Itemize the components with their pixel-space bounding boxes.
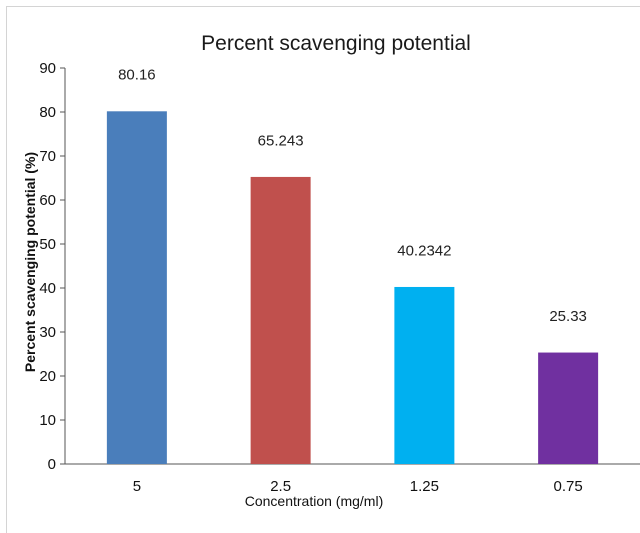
bar-2.5 xyxy=(250,176,311,465)
y-tick-label: 70 xyxy=(39,148,56,165)
y-tick-label: 50 xyxy=(39,236,56,253)
data-label: 25.33 xyxy=(549,308,587,325)
chart-frame xyxy=(6,6,640,533)
x-ticks: 5 2.5 1.25 0.75 xyxy=(133,478,583,495)
data-labels: 80.16 65.243 40.2342 25.33 xyxy=(118,67,587,325)
y-tick-label: 20 xyxy=(39,368,56,385)
x-tick-label: 1.25 xyxy=(410,478,439,495)
y-tick-label: 30 xyxy=(39,324,56,341)
bars xyxy=(106,111,599,465)
bar-5 xyxy=(106,111,167,465)
data-label: 65.243 xyxy=(258,132,304,149)
chart-title: Percent scavenging potential xyxy=(201,32,471,55)
x-axis-label: Concentration (mg/ml) xyxy=(245,493,384,509)
data-label: 40.2342 xyxy=(397,242,451,259)
y-tick-label: 90 xyxy=(39,60,56,77)
y-tick-label: 10 xyxy=(39,412,56,429)
x-tick-label: 2.5 xyxy=(270,478,291,495)
y-axis-label: Percent scavenging potential (%) xyxy=(22,152,38,372)
bar-0.75 xyxy=(538,352,599,464)
bar-1.25 xyxy=(394,286,455,464)
x-tick-label: 0.75 xyxy=(554,478,583,495)
data-label: 80.16 xyxy=(118,67,156,84)
y-tick-label: 0 xyxy=(48,456,56,473)
y-tick-label: 60 xyxy=(39,192,56,209)
x-tick-label: 5 xyxy=(133,478,141,495)
y-tick-label: 40 xyxy=(39,280,56,297)
y-tick-label: 80 xyxy=(39,104,56,121)
y-ticks: 0 10 20 30 40 50 60 70 80 90 xyxy=(39,60,65,473)
